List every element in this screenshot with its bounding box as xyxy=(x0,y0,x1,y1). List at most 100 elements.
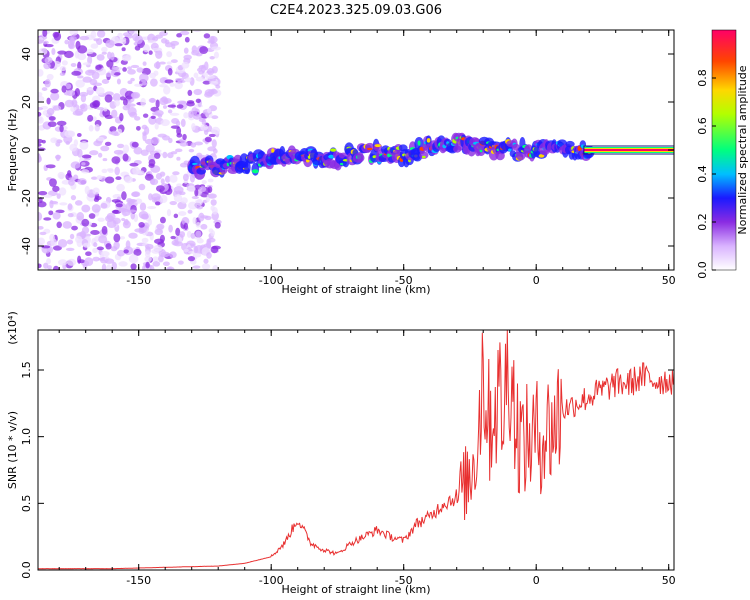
spectrogram-noise-blob xyxy=(134,228,144,233)
spectrogram-noise-blob xyxy=(64,130,74,138)
spectrogram-band xyxy=(583,149,674,151)
spectrogram-noise-blob xyxy=(96,54,105,61)
x-tick-label: 0 xyxy=(533,274,540,287)
spectrogram-noise-blob xyxy=(152,111,161,116)
y-tick-label: 1.0 xyxy=(20,428,33,446)
spectrogram-noise-blob xyxy=(41,87,48,91)
spectrogram-noise-blob xyxy=(187,89,193,97)
spectrogram-noise-blob xyxy=(59,202,68,206)
spectrogram-noise-blob xyxy=(182,133,187,141)
spectrogram-noise-blob xyxy=(198,65,205,69)
spectrogram-noise-blob xyxy=(92,247,98,253)
spectrogram-noise-blob xyxy=(66,239,74,245)
spectrogram-noise-blob xyxy=(93,38,100,42)
spectrogram-ridge-core xyxy=(374,144,381,148)
snr-y-multiplier: (x10⁴) xyxy=(6,311,19,345)
spectrogram-noise-blob xyxy=(102,157,108,162)
spectrogram-noise-blob xyxy=(196,198,203,206)
x-tick-label: 50 xyxy=(662,574,676,587)
spectrogram-noise-blob xyxy=(128,232,138,239)
spectrogram-noise-blob xyxy=(210,46,221,51)
spectrogram-noise-blob xyxy=(145,261,150,269)
spectrogram-noise-blob xyxy=(117,128,123,134)
spectrogram-noise-blob xyxy=(92,187,100,195)
spectrogram-noise-blob xyxy=(81,204,91,213)
spectrogram-noise-blob xyxy=(164,175,171,183)
spectrogram-noise-blob xyxy=(131,191,140,197)
spectrogram-noise-blob xyxy=(56,139,63,144)
spectrogram-noise-blob xyxy=(206,252,212,259)
snr-ticks: -150 -100 -50 0 50 0.0 0.5 1.0 1.5 xyxy=(20,330,676,587)
spectrogram-noise-blob xyxy=(144,250,151,258)
spectrogram-noise-blob xyxy=(81,169,90,174)
spectrogram-noise-blob xyxy=(163,85,171,95)
spectrogram-noise-blob xyxy=(38,190,48,196)
spectrogram-noise-blob xyxy=(169,112,180,116)
spectrogram-noise-blob xyxy=(206,240,212,249)
spectrogram-noise-blob xyxy=(155,172,163,180)
spectrogram-noise-blob xyxy=(192,265,201,269)
spectrogram-noise-blob xyxy=(38,143,42,147)
x-tick-label: -100 xyxy=(259,274,284,287)
spectrogram-noise-blob xyxy=(51,48,56,55)
spectrogram-noise-blob xyxy=(176,183,183,187)
spectrogram-noise-blob xyxy=(144,243,154,250)
spectrogram-noise-blob xyxy=(68,179,75,186)
spectrogram-noise-blob xyxy=(76,212,85,221)
spectrogram-noise-blob xyxy=(167,152,174,159)
spectrogram-noise-blob xyxy=(130,77,135,82)
spectrogram-noise-blob xyxy=(160,216,166,224)
spectrogram-ridge-blob xyxy=(565,140,575,148)
spectrogram-noise-blob xyxy=(134,198,143,204)
spectrogram-noise-blob xyxy=(38,212,43,221)
spectrogram-noise-blob xyxy=(77,148,83,158)
spectrogram-noise-blob xyxy=(144,126,150,135)
spectrogram-noise-blob xyxy=(148,158,156,167)
spectrogram-noise-blob xyxy=(171,43,176,50)
spectrogram-noise-blob xyxy=(38,138,44,144)
spectrogram-noise-blob xyxy=(114,43,123,47)
spectrogram-noise-blob xyxy=(116,183,125,192)
spectrogram-noise-blob xyxy=(152,47,162,52)
spectrogram-noise-blob xyxy=(121,217,126,222)
spectrogram-noise-blob xyxy=(67,213,74,218)
spectrogram-noise-blob xyxy=(138,221,145,228)
spectrogram-noise-blob xyxy=(57,171,65,179)
spectrogram-noise-blob xyxy=(177,100,187,105)
spectrogram-noise-blob xyxy=(162,105,168,109)
spectrogram-noise-blob xyxy=(163,98,172,104)
spectrogram-noise-blob xyxy=(169,251,177,259)
spectrogram-noise-blob xyxy=(176,156,181,161)
y-tick-label: 20 xyxy=(20,95,33,109)
spectrogram-noise-blob xyxy=(176,133,183,138)
spectrogram-noise-blob xyxy=(194,188,199,197)
spectrogram-noise-blob xyxy=(116,78,121,85)
spectrogram-noise-blob xyxy=(178,211,187,217)
spectrogram-noise-blob xyxy=(166,51,173,58)
spectrogram-noise-blob xyxy=(183,248,189,253)
spectrogram-noise-blob xyxy=(113,233,121,243)
spectrogram-noise-blob xyxy=(38,197,43,204)
spectrogram-noise-blob xyxy=(158,61,166,65)
spectrogram-noise-blob xyxy=(210,199,217,206)
spectrogram-noise-blob xyxy=(207,178,214,183)
spectrogram-noise-blob xyxy=(116,249,125,257)
spectrogram-noise-blob xyxy=(162,151,168,159)
spectrogram-noise-blob xyxy=(184,36,190,43)
snr-series-line xyxy=(38,330,674,570)
spectrogram-noise-blob xyxy=(130,263,137,270)
spectrogram-noise-blob xyxy=(111,199,121,203)
spectrogram-noise-blob xyxy=(155,34,163,39)
colorbar-gradient xyxy=(711,29,737,271)
spectrogram-noise-blob xyxy=(105,39,115,49)
spectrogram-noise-blob xyxy=(70,62,77,67)
spectrogram-noise-blob xyxy=(177,260,184,265)
spectrogram-noise-blob xyxy=(91,204,101,213)
y-tick-label: 0.5 xyxy=(20,495,33,513)
spectrogram-noise-blob xyxy=(42,30,48,37)
spectrogram-noise-blob xyxy=(113,241,120,250)
spectrogram-noise-blob xyxy=(160,119,170,127)
spectrogram-noise-blob xyxy=(46,108,55,116)
spectrogram-noise-blob xyxy=(201,263,211,270)
spectrogram-noise-blob xyxy=(207,186,213,193)
